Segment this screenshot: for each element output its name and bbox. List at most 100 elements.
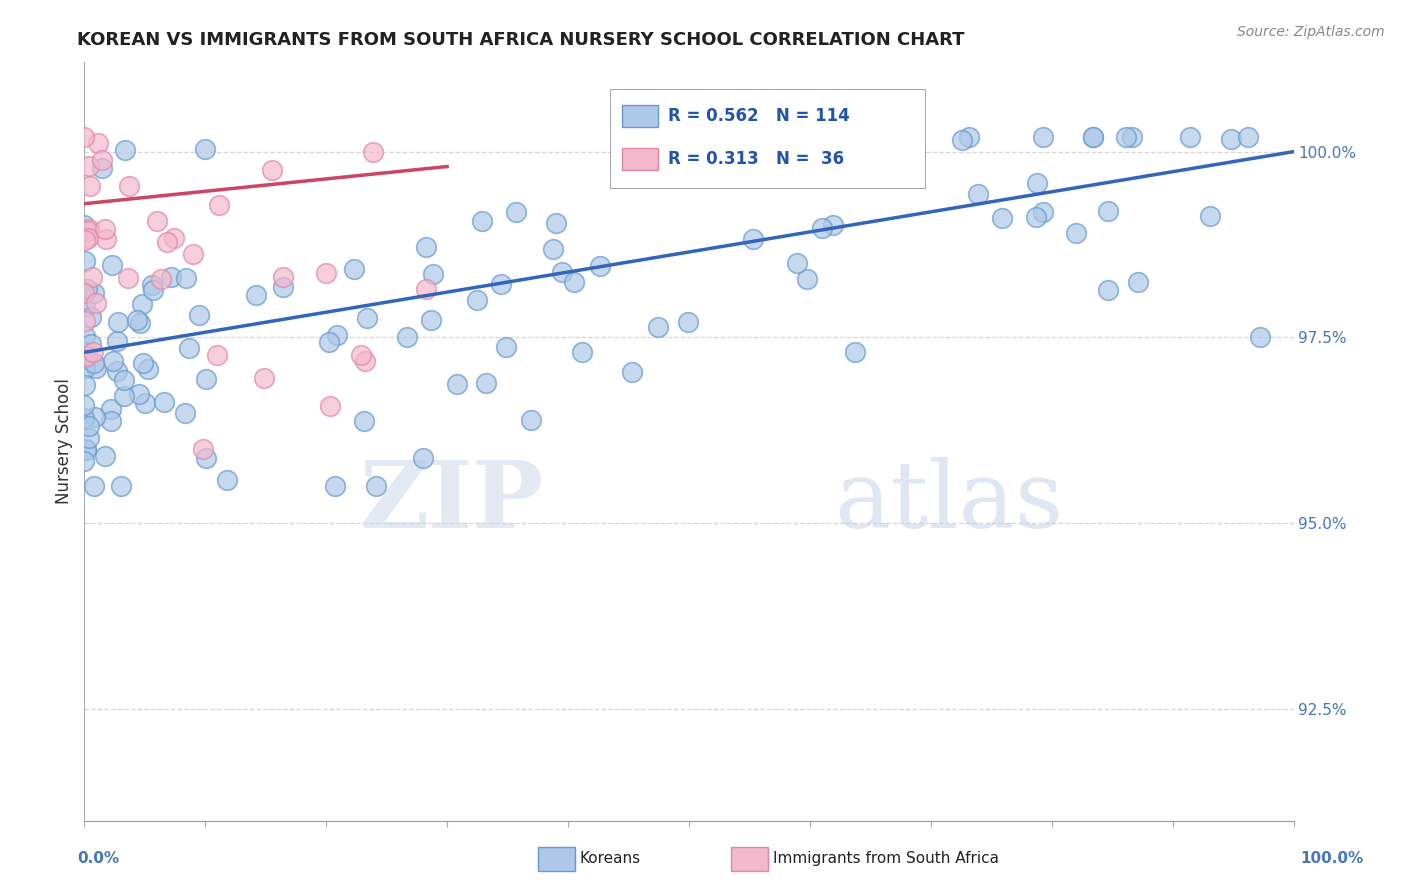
Point bbox=[844, 345, 866, 359]
Point bbox=[107, 364, 129, 378]
Point bbox=[145, 214, 167, 228]
Point bbox=[361, 145, 384, 160]
Point bbox=[80, 336, 103, 351]
Point bbox=[446, 376, 468, 391]
Point bbox=[1199, 209, 1222, 223]
Point bbox=[323, 479, 346, 493]
Point bbox=[76, 224, 98, 238]
Point bbox=[412, 450, 434, 465]
Point bbox=[76, 282, 98, 296]
Point bbox=[967, 187, 990, 202]
Point bbox=[194, 451, 217, 466]
Point bbox=[107, 315, 129, 329]
Point bbox=[396, 330, 419, 344]
Text: Koreans: Koreans bbox=[579, 851, 640, 865]
Point bbox=[142, 283, 165, 297]
Point bbox=[194, 372, 217, 386]
Point bbox=[342, 261, 364, 276]
Point bbox=[93, 449, 115, 463]
Text: KOREAN VS IMMIGRANTS FROM SOUTH AFRICA NURSERY SCHOOL CORRELATION CHART: KOREAN VS IMMIGRANTS FROM SOUTH AFRICA N… bbox=[77, 31, 965, 49]
Point bbox=[465, 293, 488, 307]
Text: Immigrants from South Africa: Immigrants from South Africa bbox=[773, 851, 1000, 865]
Point bbox=[205, 348, 228, 362]
Point bbox=[471, 214, 494, 228]
Text: ZIP: ZIP bbox=[360, 458, 544, 547]
Point bbox=[366, 479, 388, 493]
Point bbox=[181, 247, 204, 261]
Point bbox=[991, 211, 1014, 225]
Point bbox=[1032, 205, 1054, 219]
Point bbox=[84, 410, 107, 425]
Point bbox=[551, 265, 574, 279]
Point bbox=[73, 329, 96, 343]
Point bbox=[152, 395, 174, 409]
Point bbox=[84, 360, 107, 375]
Point bbox=[620, 365, 643, 379]
Point bbox=[422, 267, 444, 281]
Point bbox=[1097, 203, 1119, 218]
Point bbox=[786, 255, 808, 269]
Point bbox=[80, 310, 103, 324]
Point bbox=[1066, 226, 1088, 240]
Point bbox=[105, 334, 128, 349]
Point bbox=[415, 240, 437, 254]
Point bbox=[77, 230, 100, 244]
Point bbox=[215, 473, 238, 487]
Point bbox=[546, 216, 568, 230]
Point bbox=[75, 351, 97, 365]
Point bbox=[950, 133, 973, 147]
Point bbox=[103, 354, 125, 368]
Point bbox=[811, 220, 834, 235]
Point bbox=[1025, 176, 1047, 190]
Point bbox=[174, 271, 197, 285]
Point bbox=[149, 272, 172, 286]
Point bbox=[1249, 330, 1271, 344]
Point bbox=[419, 313, 441, 327]
Point bbox=[326, 328, 349, 343]
Point bbox=[188, 308, 211, 322]
Point bbox=[571, 345, 593, 359]
Point bbox=[319, 399, 342, 413]
Point bbox=[253, 371, 276, 385]
Point bbox=[75, 378, 97, 392]
FancyBboxPatch shape bbox=[623, 104, 658, 127]
Point bbox=[356, 310, 378, 325]
Point bbox=[87, 136, 110, 150]
Point bbox=[75, 442, 97, 456]
Point bbox=[73, 286, 96, 301]
Point bbox=[543, 242, 565, 256]
FancyBboxPatch shape bbox=[623, 148, 658, 169]
Point bbox=[73, 361, 96, 376]
Text: R = 0.313   N =  36: R = 0.313 N = 36 bbox=[668, 150, 845, 168]
Point bbox=[160, 270, 183, 285]
Point bbox=[131, 296, 153, 310]
Point bbox=[79, 222, 101, 236]
Point bbox=[174, 406, 197, 420]
Point bbox=[350, 348, 373, 362]
Point bbox=[415, 282, 437, 296]
Point bbox=[1081, 129, 1104, 144]
Point bbox=[73, 410, 96, 425]
Point bbox=[84, 296, 107, 310]
Point bbox=[94, 222, 117, 236]
Point bbox=[73, 233, 96, 247]
Point bbox=[73, 313, 96, 327]
Point bbox=[260, 163, 283, 178]
Point bbox=[83, 479, 105, 493]
Point bbox=[100, 414, 122, 428]
Point bbox=[271, 269, 294, 284]
Point bbox=[73, 219, 96, 233]
Point bbox=[676, 316, 699, 330]
Point bbox=[1032, 129, 1054, 144]
Point bbox=[315, 266, 337, 280]
Point bbox=[353, 414, 375, 428]
Point bbox=[90, 153, 112, 167]
Point bbox=[114, 143, 136, 157]
Point bbox=[100, 402, 122, 417]
Point bbox=[1126, 275, 1149, 289]
Point bbox=[475, 376, 498, 390]
Point bbox=[495, 340, 517, 354]
Point bbox=[562, 275, 585, 289]
Point bbox=[134, 395, 156, 409]
Point bbox=[94, 232, 117, 246]
